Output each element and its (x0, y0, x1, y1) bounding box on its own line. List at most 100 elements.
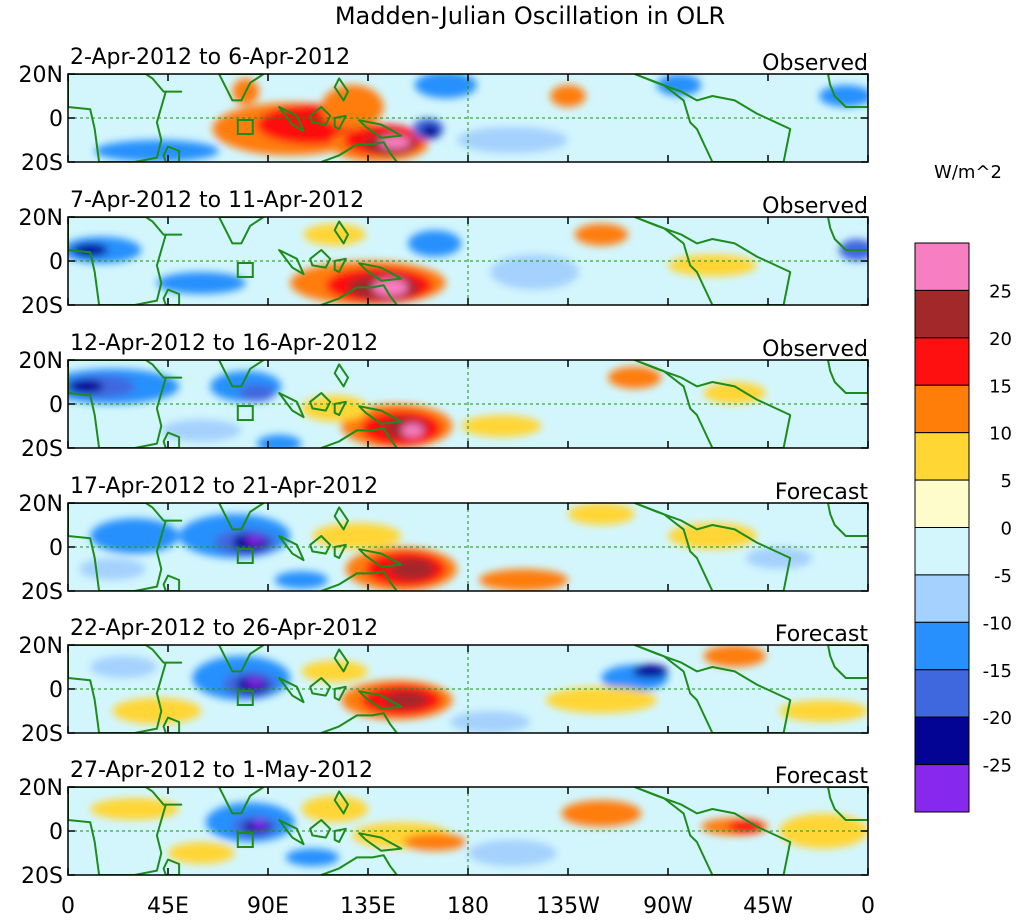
coastline (333, 257, 347, 273)
anomaly-blob (745, 547, 813, 569)
coastline (278, 819, 305, 846)
anomaly-blob (668, 254, 757, 277)
y-tick-label: 20S (21, 864, 63, 889)
colorbar-tick-label: -10 (983, 613, 1012, 634)
coastline (218, 217, 265, 245)
coastline (218, 74, 265, 102)
coastline (333, 77, 349, 102)
coastline (68, 360, 183, 448)
y-tick-label: 20N (19, 206, 63, 231)
coastline (633, 74, 792, 162)
anomaly-blob (461, 415, 542, 437)
panel-period: 27-Apr-2012 to 1-May-2012 (70, 758, 373, 783)
coastline (358, 548, 403, 568)
colorbar-swatch (914, 337, 970, 386)
anomaly-blob (403, 833, 466, 851)
coastline (320, 570, 398, 591)
anomaly-blob (303, 223, 366, 246)
coastline (309, 249, 332, 269)
anomaly-blob (401, 423, 424, 437)
anomaly-blob (421, 124, 440, 138)
coastline (218, 360, 265, 388)
coastline (633, 503, 792, 591)
coastline (218, 787, 265, 815)
anomaly-blob (568, 503, 635, 525)
y-tick-label: 20N (19, 63, 63, 88)
x-tick-label: 135W (536, 894, 600, 919)
coastline (278, 535, 305, 562)
anomaly-blob (468, 839, 557, 867)
coastline (162, 288, 181, 305)
panel-status: Observed (762, 194, 868, 219)
anomaly-blob (245, 536, 264, 545)
anomaly-blob (728, 820, 764, 834)
coastline (827, 360, 868, 394)
coastline (320, 712, 398, 733)
y-tick-label: 20N (19, 349, 63, 374)
colorbar-tick-label: -25 (983, 756, 1012, 777)
x-tick-label: 90E (247, 894, 289, 919)
anomaly-field (68, 645, 868, 733)
anomaly-field (68, 787, 868, 875)
anomaly-blob (372, 278, 408, 297)
coastline (278, 106, 305, 133)
coastline (162, 716, 181, 733)
colorbar-swatch (914, 574, 970, 623)
panel-3: 20N 0 20S 12-Apr-2012 to 16-Apr-2012 Observe… (19, 331, 869, 462)
panel-period: 7-Apr-2012 to 11-Apr-2012 (70, 188, 364, 213)
coastline (278, 392, 305, 419)
y-tick-label: 20N (19, 776, 63, 801)
colorbar-swatch (914, 384, 970, 434)
anomaly-blob (490, 254, 580, 290)
x-tick-label: 90W (643, 894, 693, 919)
panel-period: 2-Apr-2012 to 6-Apr-2012 (70, 45, 350, 70)
coastline (633, 217, 792, 305)
coastline (633, 787, 792, 875)
colorbar-swatch (914, 716, 970, 766)
y-tick-label: 0 (49, 393, 63, 418)
coastline (358, 832, 403, 852)
coastline (333, 648, 349, 673)
coastline (309, 535, 332, 555)
anomaly-blob (450, 711, 531, 733)
anomaly-blob (301, 660, 368, 683)
y-tick-label: 0 (49, 107, 63, 132)
coastline (827, 645, 868, 679)
anomaly-blob (479, 569, 568, 591)
coastline (68, 503, 183, 591)
anomaly-blob (779, 813, 868, 849)
coastline (309, 392, 332, 412)
colorbar-unit: W/m^2 (934, 162, 1002, 183)
index-box (236, 262, 254, 278)
anomaly-blob (90, 798, 180, 820)
coastline (68, 217, 183, 305)
y-tick-label: 20S (21, 722, 63, 747)
y-tick-label: 0 (49, 250, 63, 275)
anomaly-blob (383, 691, 428, 709)
coastline (827, 787, 868, 821)
x-tick-label: 180 (447, 894, 489, 919)
panel-status: Forecast (775, 764, 868, 789)
anomaly-blob (550, 85, 586, 107)
anomaly-blob (285, 848, 340, 867)
colorbar-tick-label: 15 (989, 376, 1012, 397)
colorbar-tick-label: -5 (994, 566, 1012, 587)
coastline (218, 645, 265, 673)
anomaly-blob (90, 656, 157, 678)
anomaly-blob (632, 664, 668, 679)
coastline (162, 431, 181, 448)
panel-5: 20N 0 20S 22-Apr-2012 to 26-Apr-2012 Forecas… (19, 616, 869, 747)
x-tick-label: 45W (743, 894, 793, 919)
coastline (333, 400, 347, 416)
anomaly-blob (72, 243, 108, 257)
panel-4: 20N 0 20S 17-Apr-2012 to 21-Apr-2012 Forecas… (19, 474, 869, 605)
anomaly-blob (379, 135, 411, 149)
anomaly-blob (161, 419, 242, 442)
anomaly-blob (312, 522, 402, 550)
x-tick-label: 135E (340, 894, 396, 919)
anomaly-blob (545, 686, 657, 714)
anomaly-field (68, 74, 868, 162)
coastline (218, 503, 265, 531)
coastline (333, 363, 349, 388)
anomaly-blob (779, 700, 868, 722)
